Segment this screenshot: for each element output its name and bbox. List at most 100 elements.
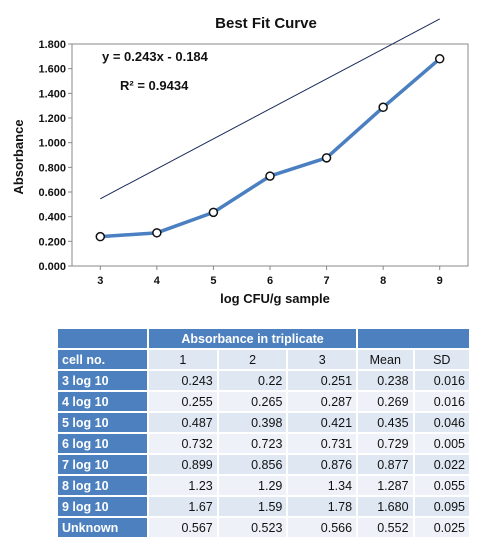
group-header: Absorbance in triplicate [149, 329, 357, 348]
data-point [321, 153, 332, 163]
row-label: 8 log 10 [58, 476, 148, 495]
data-point [434, 54, 445, 64]
table-cell: 0.025 [414, 518, 469, 537]
trend-equation: y = 0.243x - 0.184 [102, 49, 209, 64]
column-header-sd: SD [414, 350, 469, 369]
y-axis-ticks: 0.000 0.200 0.400 0.600 0.800 1.000 1.200 1.400… [38, 39, 72, 273]
y-tick-label: 1.800 [38, 39, 66, 51]
table-cell: 1.59 [218, 497, 287, 516]
table-cell: 1.29 [218, 476, 287, 495]
absorbance-table: Absorbance in triplicate cell no. 1 2 3 … [56, 327, 471, 539]
table-cell: 0.287 [288, 392, 357, 411]
y-tick-label: 0.600 [38, 187, 66, 199]
table-cell: 0.055 [414, 476, 469, 495]
table-cell: 0.398 [218, 413, 287, 432]
row-label: 6 log 10 [58, 434, 148, 453]
table-cell: 0.238 [358, 371, 413, 390]
table-cell: 0.732 [149, 434, 217, 453]
y-tick-label: 1.200 [38, 113, 66, 125]
table-cell: 0.856 [218, 455, 287, 474]
table-cell: 0.435 [358, 413, 413, 432]
table-cell: 0.899 [149, 455, 217, 474]
table-cell: 0.552 [358, 518, 413, 537]
data-point [95, 231, 106, 242]
table-row: 5 log 10 0.487 0.398 0.421 0.435 0.046 [58, 413, 469, 432]
data-point [208, 207, 219, 218]
table-cell: 0.877 [358, 455, 413, 474]
column-header-1: 1 [149, 350, 217, 369]
column-header-2: 2 [218, 350, 287, 369]
row-label: Unknown [58, 518, 148, 537]
x-axis-label: log CFU/g sample [220, 291, 330, 306]
y-tick-label: 0.200 [38, 236, 66, 248]
data-point [378, 102, 388, 113]
table-column-header-row: cell no. 1 2 3 Mean SD [58, 350, 469, 369]
table-row: 3 log 10 0.243 0.22 0.251 0.238 0.016 [58, 371, 469, 390]
table-cell: 0.731 [288, 434, 357, 453]
table-row: 4 log 10 0.255 0.265 0.287 0.269 0.016 [58, 392, 469, 411]
table-cell: 0.265 [218, 392, 287, 411]
row-label: 7 log 10 [58, 455, 148, 474]
x-tick-label: 8 [380, 275, 386, 287]
y-tick-label: 1.600 [38, 64, 66, 76]
x-tick-label: 7 [324, 275, 330, 287]
x-tick-label: 5 [210, 275, 216, 287]
group-header-spacer [358, 329, 469, 348]
data-point [152, 228, 162, 238]
table-cell: 0.487 [149, 413, 217, 432]
x-tick-label: 9 [437, 275, 443, 287]
table-cell: 0.005 [414, 434, 469, 453]
table-cell: 1.78 [288, 497, 357, 516]
r-squared: R² = 0.9434 [120, 78, 189, 93]
table-body: 3 log 10 0.243 0.22 0.251 0.238 0.016 4 log 10… [58, 371, 469, 537]
table-cell: 0.022 [414, 455, 469, 474]
table-cell: 1.23 [149, 476, 217, 495]
row-label: 5 log 10 [58, 413, 148, 432]
y-tick-label: 0.000 [38, 261, 66, 273]
table-row: 6 log 10 0.732 0.723 0.731 0.729 0.005 [58, 434, 469, 453]
x-tick-label: 4 [154, 275, 161, 287]
table-row: 8 log 10 1.23 1.29 1.34 1.287 0.055 [58, 476, 469, 495]
chart-title: Best Fit Curve [215, 15, 317, 32]
row-label: 4 log 10 [58, 392, 148, 411]
table-cell: 0.243 [149, 371, 217, 390]
table-cell: 1.287 [358, 476, 413, 495]
row-label: 9 log 10 [58, 497, 148, 516]
table-row: Unknown 0.567 0.523 0.566 0.552 0.025 [58, 518, 469, 537]
x-tick-label: 3 [97, 275, 103, 287]
table-cell: 1.34 [288, 476, 357, 495]
row-label: 3 log 10 [58, 371, 148, 390]
data-points [95, 54, 445, 242]
table-row: 7 log 10 0.899 0.856 0.876 0.877 0.022 [58, 455, 469, 474]
y-tick-label: 0.800 [38, 162, 66, 174]
column-header-cell-no: cell no. [58, 350, 148, 369]
table-cell: 0.251 [288, 371, 357, 390]
table-cell: 0.046 [414, 413, 469, 432]
table-row: 9 log 10 1.67 1.59 1.78 1.680 0.095 [58, 497, 469, 516]
x-axis-ticks: 3 4 5 6 7 8 9 [97, 266, 443, 287]
table-cell: 0.876 [288, 455, 357, 474]
data-point [265, 171, 275, 181]
table-cell: 0.269 [358, 392, 413, 411]
table-cell: 1.680 [358, 497, 413, 516]
y-tick-label: 1.000 [38, 138, 66, 150]
table-cell: 0.566 [288, 518, 357, 537]
table-cell: 0.095 [414, 497, 469, 516]
trend-line [100, 18, 440, 200]
table-cell: 0.523 [218, 518, 287, 537]
best-fit-chart: Best Fit Curve 0.000 0.200 0.400 0.600 0.800… [11, 15, 469, 306]
y-tick-label: 0.400 [38, 212, 66, 224]
table-cell: 0.22 [218, 371, 287, 390]
table-cell: 0.729 [358, 434, 413, 453]
y-tick-label: 1.400 [38, 88, 66, 100]
table-cell: 0.421 [288, 413, 357, 432]
table-cell: 0.016 [414, 371, 469, 390]
y-axis-label: Absorbance [11, 119, 26, 194]
x-tick-label: 6 [267, 275, 273, 287]
table-cell: 1.67 [149, 497, 217, 516]
table-cell: 0.255 [149, 392, 217, 411]
column-header-3: 3 [288, 350, 357, 369]
table-cell: 0.567 [149, 518, 217, 537]
column-header-mean: Mean [358, 350, 413, 369]
table-corner [58, 329, 148, 348]
